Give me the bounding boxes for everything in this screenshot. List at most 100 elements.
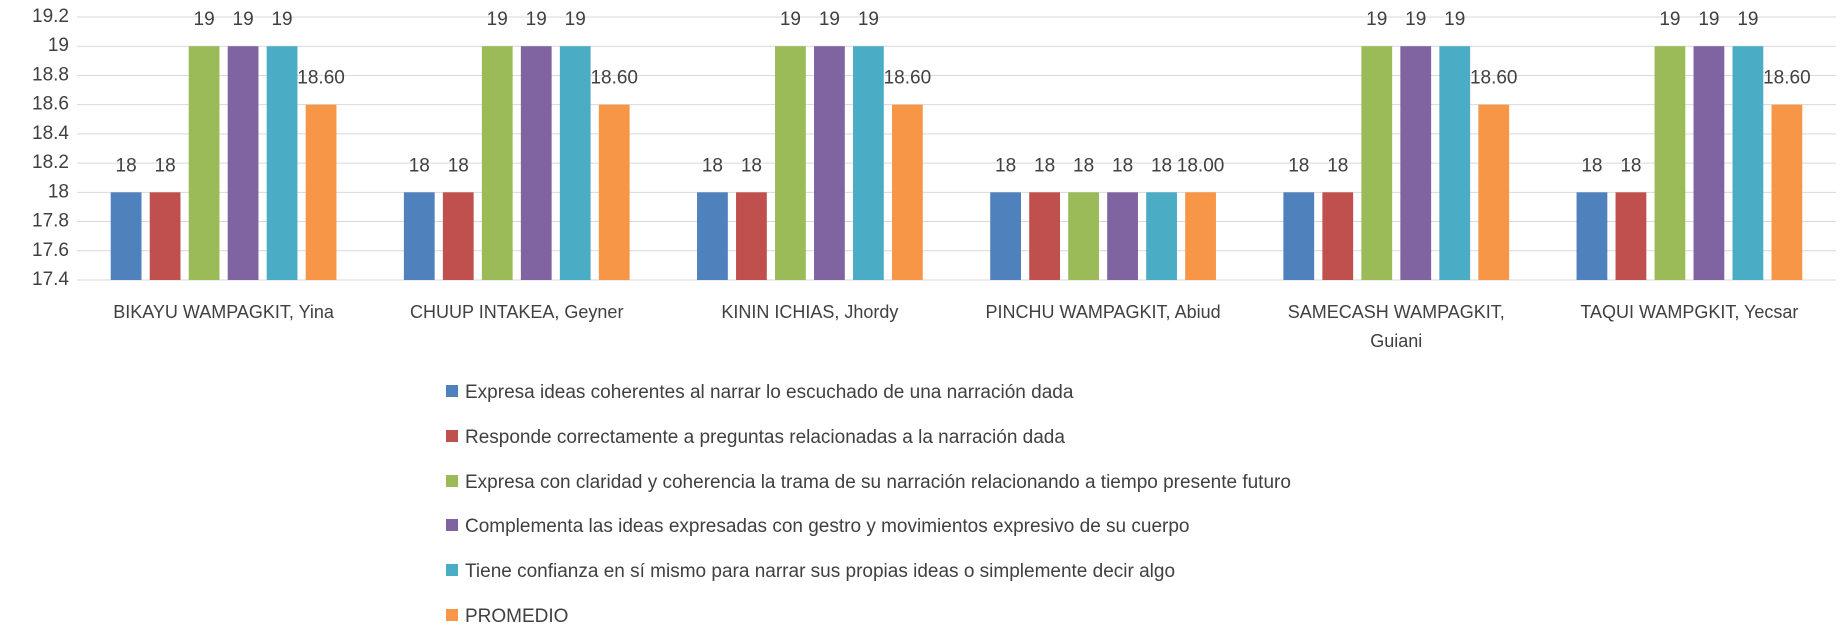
bar bbox=[1615, 192, 1647, 280]
data-label: 18 bbox=[1288, 155, 1309, 176]
data-label: 19 bbox=[1366, 9, 1387, 30]
legend-item: Responde correctamente a preguntas relac… bbox=[446, 427, 1065, 449]
bar bbox=[442, 192, 474, 280]
data-label: 19 bbox=[526, 9, 547, 30]
bar bbox=[1185, 192, 1216, 280]
legend-swatch bbox=[446, 474, 458, 487]
bar bbox=[1576, 192, 1608, 280]
bar bbox=[188, 46, 220, 280]
x-tick-label: PINCHU WAMPAGKIT, Abiud bbox=[985, 302, 1221, 322]
data-label: 18 bbox=[995, 155, 1016, 176]
bar bbox=[305, 104, 337, 281]
data-label: 18 bbox=[741, 155, 762, 176]
legend-label: Expresa ideas coherentes al narrar lo es… bbox=[465, 382, 1074, 403]
y-tick-label: 18.4 bbox=[32, 123, 69, 144]
bar bbox=[775, 46, 806, 280]
data-label: 18 bbox=[1073, 155, 1094, 176]
y-tick-label: 19 bbox=[48, 35, 69, 56]
data-label: 18.60 bbox=[297, 68, 345, 89]
legend-label: PROMEDIO bbox=[465, 606, 569, 627]
y-tick-label: 17.4 bbox=[32, 269, 69, 290]
data-label: 18 bbox=[1112, 155, 1133, 176]
bar bbox=[736, 192, 767, 280]
data-label: 18.00 bbox=[1177, 155, 1225, 176]
bar bbox=[1654, 46, 1686, 280]
bar bbox=[892, 104, 923, 281]
bar bbox=[1732, 46, 1764, 280]
data-label: 18 bbox=[1581, 155, 1602, 176]
data-label: 18 bbox=[1034, 155, 1055, 176]
bar bbox=[520, 46, 552, 280]
data-label: 19 bbox=[780, 9, 801, 30]
y-tick-label: 17.6 bbox=[32, 240, 69, 261]
y-tick-label: 18.6 bbox=[32, 94, 69, 115]
data-label: 19 bbox=[819, 9, 840, 30]
y-tick-label: 18.2 bbox=[32, 152, 69, 173]
x-tick-label: SAMECASH WAMPAGKIT, Guiani bbox=[1287, 302, 1505, 351]
legend-swatch bbox=[446, 429, 458, 442]
legend-swatch bbox=[446, 608, 458, 621]
legend-item: PROMEDIO bbox=[446, 606, 568, 628]
data-label: 19 bbox=[1405, 9, 1426, 30]
data-label: 18 bbox=[1620, 155, 1641, 176]
y-tick-label: 19.2 bbox=[32, 6, 69, 27]
x-tick-label: BIKAYU WAMPAGKIT, Yina bbox=[113, 302, 334, 322]
bar bbox=[1068, 192, 1099, 280]
data-label: 18.60 bbox=[1470, 68, 1518, 89]
data-label: 18 bbox=[702, 155, 723, 176]
data-label: 18.60 bbox=[884, 68, 932, 89]
bar bbox=[814, 46, 845, 280]
bar bbox=[149, 192, 181, 280]
data-label: 18 bbox=[409, 155, 430, 176]
data-label: 19 bbox=[194, 9, 215, 30]
bar bbox=[1029, 192, 1060, 280]
data-label: 19 bbox=[1737, 9, 1758, 30]
bar bbox=[1322, 192, 1354, 280]
bar bbox=[1283, 192, 1315, 280]
data-label: 18 bbox=[448, 155, 469, 176]
bar bbox=[1361, 46, 1393, 280]
x-tick-label: KININ ICHIAS, Jhordy bbox=[721, 302, 899, 322]
legend-swatch bbox=[446, 384, 458, 397]
bar bbox=[1771, 104, 1803, 281]
legend-swatch bbox=[446, 564, 458, 577]
y-tick-label: 18 bbox=[48, 181, 69, 202]
legend-label: Tiene confianza en sí mismo para narrar … bbox=[465, 561, 1176, 583]
bar bbox=[559, 46, 591, 280]
bar bbox=[403, 192, 435, 280]
legend-item: Complementa las ideas expresadas con ges… bbox=[446, 516, 1189, 538]
bar bbox=[110, 192, 142, 280]
data-label: 19 bbox=[271, 9, 292, 30]
data-label: 18.60 bbox=[1763, 68, 1811, 89]
data-label: 19 bbox=[858, 9, 879, 30]
bar bbox=[1439, 46, 1471, 280]
data-label: 19 bbox=[1698, 9, 1719, 30]
data-label: 19 bbox=[1444, 9, 1465, 30]
bar bbox=[1146, 192, 1177, 280]
data-label: 19 bbox=[487, 9, 508, 30]
bar bbox=[697, 192, 728, 280]
legend-item: Tiene confianza en sí mismo para narrar … bbox=[446, 561, 1175, 583]
bar bbox=[853, 46, 884, 280]
data-label: 18 bbox=[1151, 155, 1172, 176]
legend-label: Complementa las ideas expresadas con ges… bbox=[465, 516, 1190, 538]
data-label: 18 bbox=[116, 155, 137, 176]
data-label: 18 bbox=[155, 155, 176, 176]
x-tick-label: TAQUI WAMPGKIT, Yecsar bbox=[1580, 302, 1799, 322]
x-tick-label: CHUUP INTAKEA, Geyner bbox=[410, 302, 624, 322]
bar bbox=[1478, 104, 1510, 281]
y-tick-label: 17.8 bbox=[32, 211, 69, 232]
bar bbox=[990, 192, 1021, 280]
data-label: 18.60 bbox=[590, 68, 638, 89]
bar bbox=[1400, 46, 1432, 280]
legend-swatch bbox=[446, 519, 458, 532]
data-label: 19 bbox=[565, 9, 586, 30]
legend-label: Responde correctamente a preguntas relac… bbox=[465, 426, 1065, 448]
data-label: 19 bbox=[1659, 9, 1680, 30]
bar bbox=[481, 46, 513, 280]
legend-item: Expresa ideas coherentes al narrar lo es… bbox=[446, 382, 1073, 404]
bar bbox=[1107, 192, 1138, 280]
legend-label: Expresa con claridad y coherencia la tra… bbox=[465, 471, 1291, 493]
